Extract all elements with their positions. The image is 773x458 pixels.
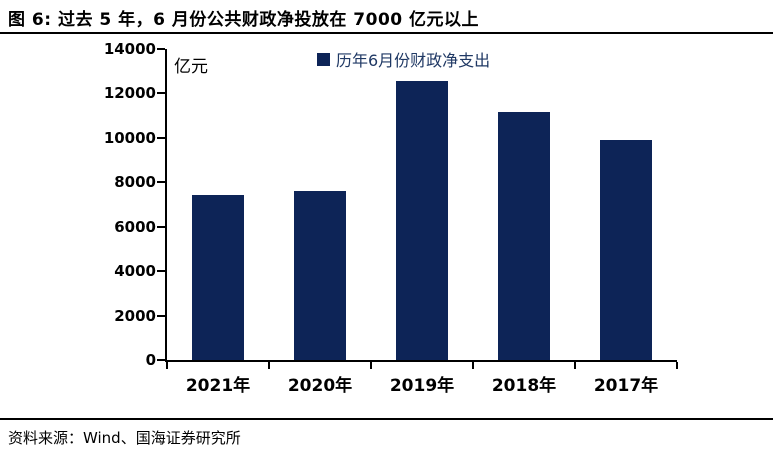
y-axis-unit-label: 亿元 (174, 57, 208, 77)
legend-label: 历年6月份财政净支出 (336, 51, 491, 70)
y-axis-tick (157, 136, 165, 139)
figure-title: 图 6: 过去 5 年，6 月份公共财政净投放在 7000 亿元以上 (8, 10, 480, 30)
bar-2019年 (396, 81, 448, 360)
x-axis-label-2020年: 2020年 (287, 376, 353, 396)
y-axis-tick-label: 10000 (103, 128, 156, 147)
legend-swatch-icon (317, 52, 330, 66)
y-axis-tick (157, 314, 165, 317)
x-axis-tick (472, 362, 474, 369)
x-axis-tick (268, 362, 270, 369)
y-axis-tick (157, 225, 165, 228)
y-axis-tick-label: 8000 (114, 173, 156, 192)
x-axis-label-2021年: 2021年 (185, 376, 251, 396)
y-axis-tick (157, 92, 165, 95)
y-axis-tick-label: 14000 (103, 40, 156, 58)
x-axis-label-2017年: 2017年 (593, 376, 659, 396)
y-axis-tick (157, 270, 165, 273)
bar-2017年 (600, 140, 652, 360)
figure-header: 图 6: 过去 5 年，6 月份公共财政净投放在 7000 亿元以上 (0, 0, 773, 34)
y-axis-tick-label: 2000 (114, 306, 156, 325)
x-axis-tick (370, 362, 372, 369)
data-source-note: 资料来源：Wind、国海证券研究所 (8, 429, 241, 447)
y-axis-tick-label: 0 (145, 351, 156, 369)
x-axis-label-2019年: 2019年 (389, 376, 455, 396)
figure-footer: 资料来源：Wind、国海证券研究所 (0, 418, 773, 458)
y-axis-tick-label: 12000 (103, 84, 156, 103)
bar-2020年 (294, 191, 346, 360)
x-axis-tick (574, 362, 576, 369)
y-axis-tick (157, 48, 165, 50)
y-axis-tick-label: 6000 (114, 217, 156, 236)
bar-chart-plot-area: 亿元 历年6月份财政净支出 0 2000 4000 6000 8000 10000 1200… (104, 40, 678, 396)
y-axis-tick (157, 181, 165, 184)
y-axis-tick-label: 4000 (114, 262, 156, 281)
bar-2021年 (192, 194, 244, 360)
x-axis-tick (166, 362, 168, 369)
chart-legend: 历年6月份财政净支出 (317, 47, 490, 71)
x-axis-label-2018年: 2018年 (491, 376, 557, 396)
bar-2018年 (498, 112, 550, 360)
x-axis-tick (676, 362, 678, 369)
y-axis-tick (157, 359, 165, 361)
